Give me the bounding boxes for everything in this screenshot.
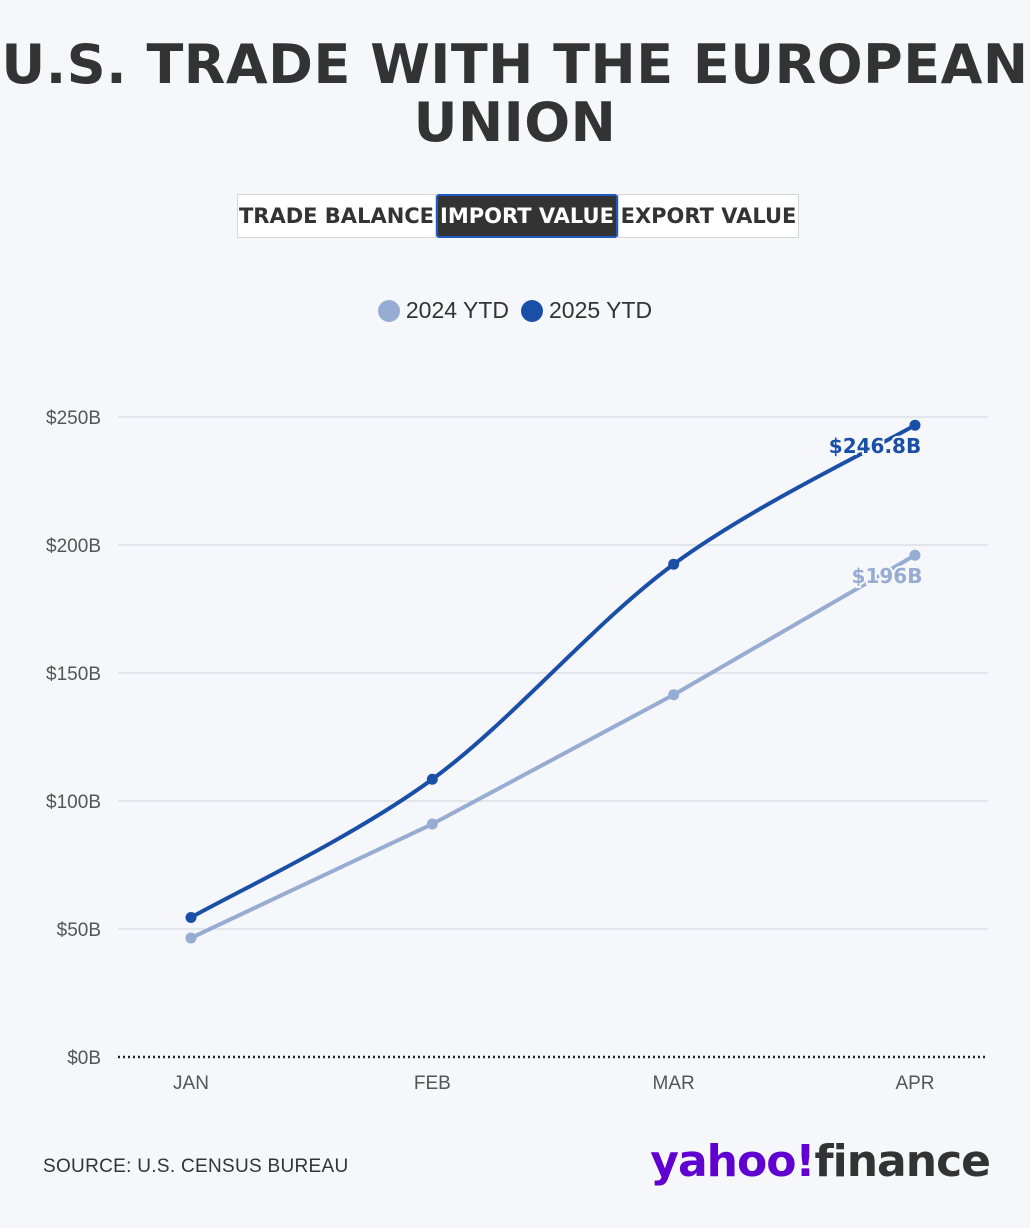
- data-point-2025-feb: [426, 773, 438, 785]
- legend-swatch-2025: [521, 299, 543, 322]
- source-note: SOURCE: U.S. CENSUS BUREAU: [43, 1156, 349, 1177]
- y-tick-label-0: $0B: [67, 1048, 101, 1069]
- end-label-2025: $246.8B: [829, 434, 921, 458]
- legend-label-2025: 2025 YTD: [549, 297, 653, 323]
- series-line-2025: [189, 423, 917, 920]
- data-point-2024-jan: [185, 932, 197, 944]
- x-tick-label-apr: APR: [895, 1073, 934, 1094]
- data-point-2025-jan: [185, 911, 197, 923]
- legend-item-2024: 2024 YTD: [377, 297, 509, 324]
- legend-swatch-2024: [377, 299, 400, 322]
- y-tick-label-2: $100B: [46, 792, 101, 813]
- legend-label-2024: 2024 YTD: [405, 297, 509, 323]
- data-point-2024-mar: [668, 689, 680, 701]
- data-point-2025-mar: [668, 558, 680, 570]
- series-line-2024: [189, 553, 917, 940]
- x-tick-label-mar: MAR: [653, 1073, 695, 1094]
- y-tick-label-4: $200B: [46, 536, 101, 557]
- chart-title: U.S. TRADE WITH THE EUROPEAN UNION: [1, 33, 1029, 154]
- chart-legend: 2024 YTD 2025 YTD: [0, 297, 1030, 324]
- end-label-2024: $196B: [852, 564, 923, 588]
- tab-trade-balance[interactable]: TRADE BALANCE: [237, 194, 436, 238]
- y-tick-label-1: $50B: [57, 920, 101, 941]
- yahoo-finance-logo: yahoo!finance: [650, 1136, 991, 1187]
- data-point-2025-apr: [909, 419, 921, 431]
- legend-item-2025: 2025 YTD: [521, 297, 652, 324]
- x-tick-label-jan: JAN: [173, 1073, 209, 1094]
- tab-import-value[interactable]: IMPORT VALUE: [436, 194, 618, 238]
- view-tabs: TRADE BALANCE IMPORT VALUE EXPORT VALUE: [237, 194, 799, 238]
- tab-export-value[interactable]: EXPORT VALUE: [618, 194, 799, 238]
- data-point-2024-feb: [426, 818, 438, 830]
- data-point-2024-apr: [909, 549, 921, 561]
- y-tick-label-5: $250B: [46, 408, 101, 429]
- x-tick-label-feb: FEB: [414, 1073, 451, 1094]
- y-tick-label-3: $150B: [46, 664, 101, 685]
